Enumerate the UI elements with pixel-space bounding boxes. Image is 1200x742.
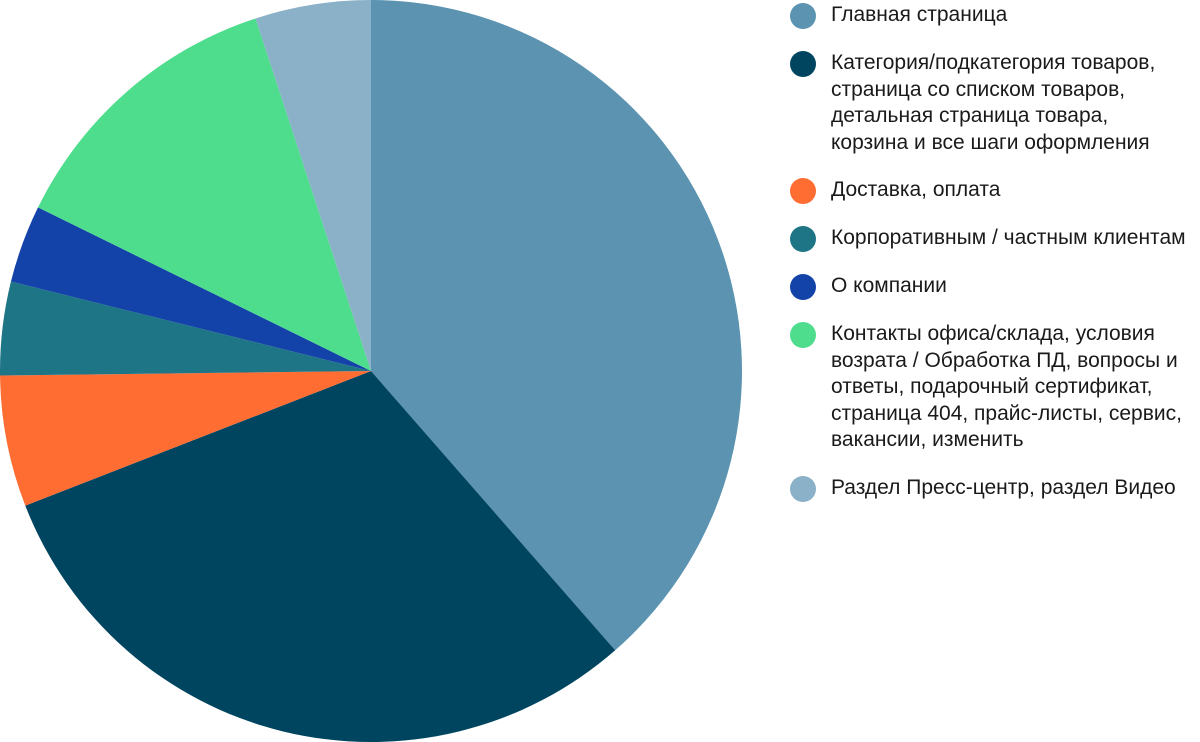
legend-label-delivery: Доставка, оплата [831, 178, 1001, 201]
legend-item-catalog[interactable]: Категория/подкатегория товаров, страница… [790, 50, 1190, 156]
legend-swatch-about [790, 274, 816, 300]
legend: Главная страница Категория/подкатегория … [790, 0, 1190, 502]
pie-slice-about[interactable] [10, 207, 371, 371]
legend-label-press: Раздел Пресс-центр, раздел Видео [831, 475, 1176, 499]
legend-swatch-contacts [790, 322, 816, 348]
legend-item-delivery[interactable]: Доставка, оплата [790, 177, 1190, 204]
legend-label-catalog: Категория/подкатегория товаров, страница… [831, 51, 1156, 154]
pie-slice-press[interactable] [255, 0, 372, 371]
legend-label-home: Главная страница [831, 3, 1008, 26]
legend-item-home[interactable]: Главная страница [790, 2, 1190, 29]
pie-slice-contacts[interactable] [38, 18, 371, 371]
legend-swatch-press [790, 475, 816, 502]
legend-item-contacts[interactable]: Контакты офиса/склада, условия возрата /… [790, 321, 1190, 454]
legend-item-press[interactable]: Раздел Пресс-центр, раздел Видео [790, 475, 1190, 502]
pie-slice-home[interactable] [371, 0, 742, 651]
legend-swatch-catalog [790, 51, 816, 77]
pie-chart [0, 0, 742, 742]
legend-item-about[interactable]: О компании [790, 273, 1190, 300]
pie-slice-catalog[interactable] [25, 371, 616, 742]
legend-label-clients: Корпоративным / частным клиентам [831, 226, 1186, 249]
pie-slice-delivery[interactable] [0, 371, 372, 506]
legend-swatch-home [790, 3, 816, 29]
legend-label-contacts: Контакты офиса/склада, условия возрата /… [831, 322, 1182, 451]
legend-item-clients[interactable]: Корпоративным / частным клиентам [790, 225, 1190, 252]
pie-slice-clients[interactable] [0, 281, 371, 376]
legend-label-about: О компании [831, 274, 947, 297]
legend-swatch-clients [790, 226, 816, 252]
legend-swatch-delivery [790, 178, 816, 204]
